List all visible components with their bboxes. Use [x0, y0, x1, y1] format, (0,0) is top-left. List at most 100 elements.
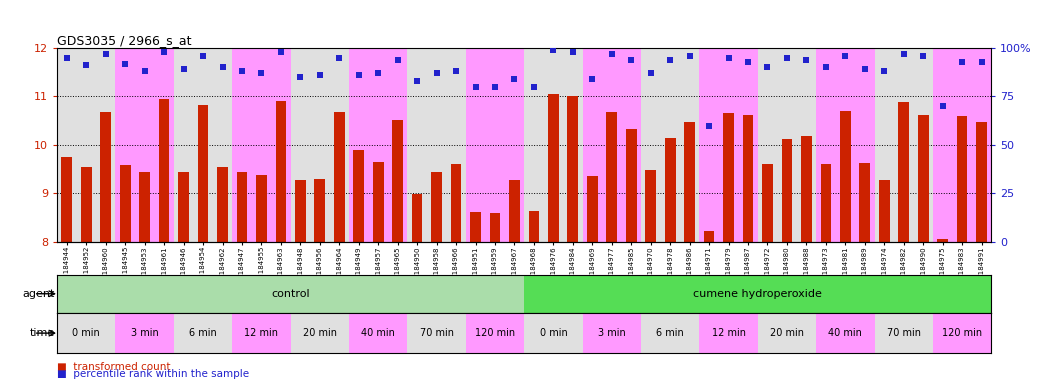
Point: [643, 70, 659, 76]
Bar: [295, 180, 306, 242]
Point: [954, 58, 971, 65]
Point: [311, 72, 328, 78]
Bar: [115, 48, 174, 242]
Bar: [801, 136, 812, 242]
Text: 6 min: 6 min: [656, 328, 684, 338]
Bar: [392, 120, 403, 242]
Point: [837, 53, 853, 59]
Bar: [256, 175, 267, 242]
Bar: [349, 48, 407, 242]
Bar: [470, 212, 481, 242]
Point: [603, 51, 620, 57]
Point: [292, 74, 308, 80]
Bar: [582, 313, 640, 353]
Point: [974, 58, 990, 65]
Point: [234, 68, 250, 74]
Bar: [820, 164, 831, 242]
Bar: [412, 194, 422, 242]
Bar: [918, 115, 929, 242]
Bar: [840, 111, 851, 242]
Bar: [81, 167, 91, 242]
Point: [565, 49, 581, 55]
Bar: [407, 313, 466, 353]
Bar: [524, 48, 582, 242]
Text: 20 min: 20 min: [770, 328, 804, 338]
Bar: [315, 179, 325, 242]
Bar: [373, 162, 384, 242]
Point: [876, 68, 893, 74]
Text: control: control: [271, 289, 310, 299]
Bar: [490, 213, 500, 242]
Bar: [174, 313, 233, 353]
Bar: [119, 166, 131, 242]
Bar: [606, 112, 618, 242]
Text: 40 min: 40 min: [828, 328, 863, 338]
Bar: [233, 48, 291, 242]
Bar: [758, 313, 816, 353]
Bar: [524, 313, 582, 353]
Point: [370, 70, 386, 76]
Bar: [758, 48, 816, 242]
Bar: [879, 180, 890, 242]
Bar: [933, 48, 991, 242]
Bar: [466, 48, 524, 242]
Point: [351, 72, 367, 78]
Bar: [640, 313, 700, 353]
Text: agent: agent: [23, 289, 55, 299]
Text: 40 min: 40 min: [361, 328, 395, 338]
Bar: [548, 94, 558, 242]
Point: [78, 62, 94, 68]
Bar: [582, 48, 640, 242]
Bar: [700, 48, 758, 242]
Text: 6 min: 6 min: [189, 328, 217, 338]
Point: [584, 76, 601, 82]
Point: [253, 70, 270, 76]
Text: 120 min: 120 min: [943, 328, 982, 338]
Bar: [466, 313, 524, 353]
Point: [623, 56, 639, 63]
Point: [525, 84, 542, 90]
Bar: [640, 48, 700, 242]
Bar: [509, 180, 520, 242]
Point: [273, 49, 290, 55]
Point: [389, 56, 406, 63]
Bar: [217, 167, 228, 242]
Bar: [115, 313, 174, 353]
Bar: [275, 101, 286, 242]
Point: [156, 49, 172, 55]
Bar: [762, 164, 773, 242]
Bar: [933, 313, 991, 353]
Bar: [179, 172, 189, 242]
Bar: [704, 231, 714, 242]
Text: 0 min: 0 min: [73, 328, 100, 338]
Point: [778, 55, 795, 61]
Bar: [816, 313, 874, 353]
Text: 3 min: 3 min: [598, 328, 626, 338]
Point: [214, 64, 230, 71]
Bar: [353, 150, 364, 242]
Point: [487, 84, 503, 90]
Text: 0 min: 0 min: [540, 328, 567, 338]
Point: [545, 47, 562, 53]
Bar: [159, 99, 169, 242]
Bar: [57, 48, 115, 242]
Point: [720, 55, 737, 61]
Bar: [874, 48, 933, 242]
Bar: [684, 122, 695, 242]
Point: [117, 60, 134, 66]
Point: [818, 64, 835, 71]
Bar: [349, 313, 407, 353]
Text: 70 min: 70 min: [886, 328, 921, 338]
Text: 3 min: 3 min: [131, 328, 159, 338]
Bar: [723, 113, 734, 242]
Text: 12 min: 12 min: [711, 328, 745, 338]
Point: [175, 66, 192, 73]
Bar: [586, 177, 598, 242]
Bar: [937, 240, 948, 242]
Text: ■  percentile rank within the sample: ■ percentile rank within the sample: [57, 369, 249, 379]
Bar: [197, 105, 209, 242]
Text: time: time: [30, 328, 55, 338]
Bar: [646, 170, 656, 242]
Point: [914, 53, 931, 59]
Bar: [664, 138, 676, 242]
